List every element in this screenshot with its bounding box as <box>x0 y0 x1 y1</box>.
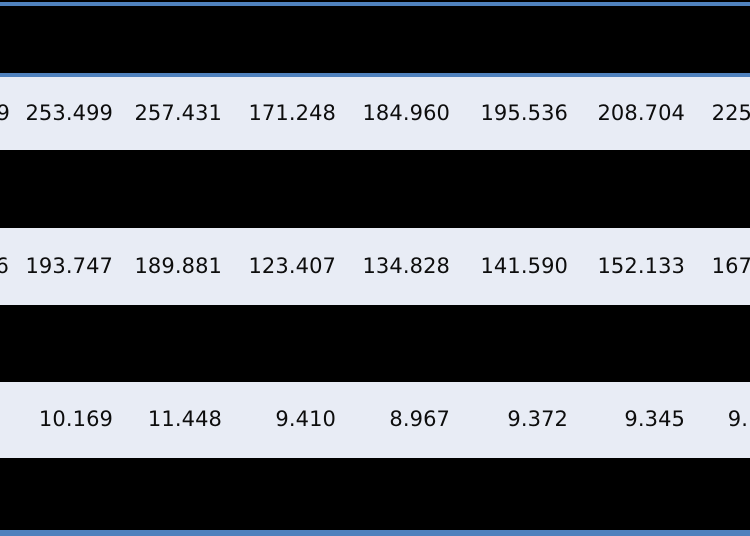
table-cell: 9.372 <box>507 407 568 431</box>
table-cell: 134.828 <box>362 254 450 278</box>
table-cell: 225 <box>711 101 750 125</box>
table-row[interactable]: 9 253.499 257.431 171.248 184.960 195.536 208.… <box>0 77 750 150</box>
table-cell: 11.448 <box>147 407 222 431</box>
table-cell: 193.747 <box>25 254 113 278</box>
table-cell: 189.881 <box>134 254 222 278</box>
table-row-2-cells: 6 193.747 189.881 123.407 134.828 141.590 152.… <box>0 228 750 305</box>
table-bottom-accent-rule <box>0 530 750 536</box>
table-cell: 253.499 <box>25 101 113 125</box>
table-cell: 10.169 <box>38 407 113 431</box>
table-header-separator-rule <box>0 73 750 77</box>
table-row-3-cells: 10.169 11.448 9.410 8.967 9.372 9.345 9. <box>0 382 750 458</box>
table-cell: 208.704 <box>597 101 685 125</box>
table-row[interactable]: 6 193.747 189.881 123.407 134.828 141.590 152.… <box>0 228 750 305</box>
table-cell: 167 <box>711 254 750 278</box>
table-cell: 171.248 <box>248 101 336 125</box>
table-cell: 257.431 <box>134 101 222 125</box>
table-cell: 9.410 <box>275 407 336 431</box>
table-cell: 141.590 <box>480 254 568 278</box>
table-cell: 8.967 <box>389 407 450 431</box>
table-cell: 195.536 <box>480 101 568 125</box>
table-top-accent-rule <box>0 2 750 6</box>
table-cell: 9. <box>727 407 748 431</box>
table-cell: 123.407 <box>248 254 336 278</box>
table-cell: 6 <box>0 254 9 278</box>
table-cell: 9.345 <box>624 407 685 431</box>
table-cell: 152.133 <box>597 254 685 278</box>
table-cell: 184.960 <box>362 101 450 125</box>
table-row[interactable]: 10.169 11.448 9.410 8.967 9.372 9.345 9. <box>0 382 750 458</box>
table-cell: 9 <box>0 101 10 125</box>
table-row-1-cells: 9 253.499 257.431 171.248 184.960 195.536 208.… <box>0 77 750 150</box>
